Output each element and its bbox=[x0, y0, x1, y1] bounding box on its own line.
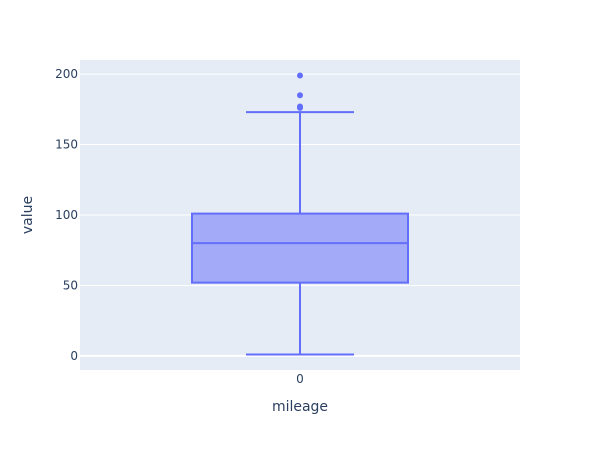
x-axis-title: mileage bbox=[272, 399, 328, 415]
y-tick-label: 100 bbox=[55, 208, 78, 222]
outlier-point bbox=[297, 92, 303, 99]
y-tick-label: 0 bbox=[70, 349, 78, 363]
x-tick-label: 0 bbox=[296, 372, 304, 386]
y-axis-ticks: 0 50 100 150 200 bbox=[55, 67, 78, 363]
outlier-point bbox=[297, 72, 303, 79]
y-axis-title: value bbox=[20, 196, 36, 234]
x-axis-ticks: 0 bbox=[296, 372, 304, 386]
outlier-points bbox=[297, 72, 303, 111]
outlier-point bbox=[297, 103, 303, 110]
iqr-box bbox=[191, 212, 409, 284]
box-trace bbox=[191, 72, 409, 356]
y-tick-label: 50 bbox=[63, 278, 78, 292]
y-tick-label: 200 bbox=[55, 67, 78, 81]
y-tick-label: 150 bbox=[55, 138, 78, 152]
